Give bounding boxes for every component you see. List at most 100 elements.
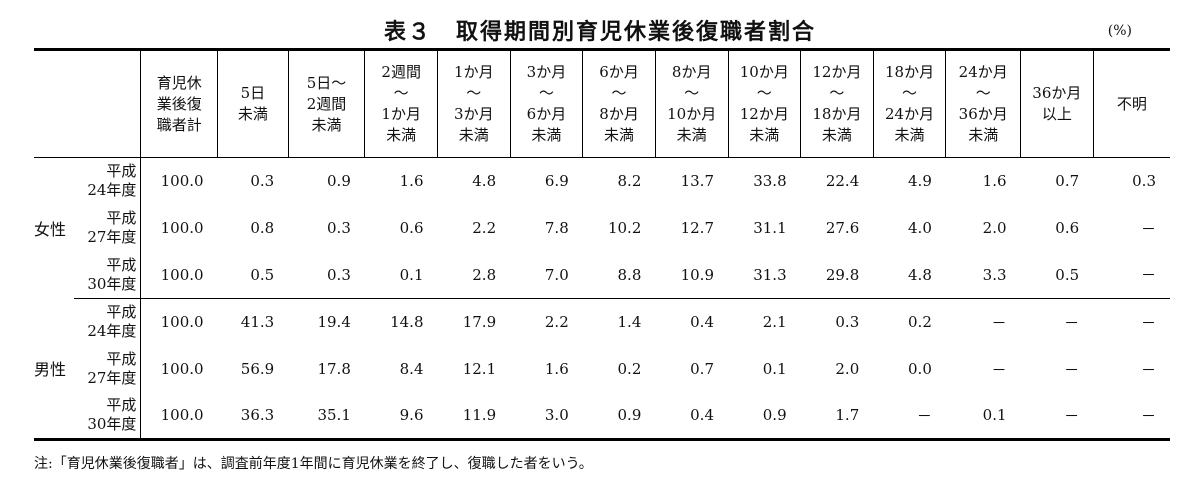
value-cell: 1.6 [399, 172, 424, 191]
value-cell: － [1140, 219, 1156, 238]
year-label-line: 27年度 [87, 369, 137, 387]
value-cell: 17.8 [317, 360, 351, 378]
column-header-line: 2週間 [381, 63, 421, 81]
value-cell: 11.9 [462, 406, 497, 425]
value-cell: 8.8 [582, 251, 656, 299]
column-header: 5日未満 [217, 49, 289, 158]
column-header: 6か月 ～ 8か月 未満 [582, 49, 656, 158]
value-cell: 1.7 [835, 406, 860, 425]
value-cell: 0.9 [327, 172, 351, 191]
sex-label: 女性 [34, 220, 67, 240]
column-header-line: 36か月 [958, 105, 1008, 123]
column-header-line: 6か月 [526, 105, 567, 123]
year-label: 平成 30年度 [74, 392, 142, 440]
column-header: 5日～ 2週間 未満 [288, 49, 366, 158]
table-row: 平成 30年度 100.0 0.5 0.3 0.1 2.8 7.0 8.8 10.9 31.3 29.… [34, 251, 1170, 299]
value-cell: 2.2 [472, 219, 497, 237]
table-row: 男性 平成 24年度 100.0 41.3 19.4 14.8 17.9 2.2 1.4 0.4 2.… [34, 298, 1170, 379]
column-header-line: 24か月 [885, 105, 935, 123]
value-cell: 100.0 [160, 219, 204, 237]
value-cell: 0.8 [250, 219, 275, 237]
value-cell: 0.9 [762, 406, 787, 425]
value-cell: 17.9 [462, 313, 497, 332]
column-header-line: 8か月 [671, 63, 712, 81]
column-header-line: 10か月 [739, 63, 789, 81]
value-cell: 0.7 [690, 360, 714, 378]
column-header-line: 未満 [237, 105, 268, 123]
value-cell: 2.0 [982, 219, 1007, 237]
value-cell: 2.1 [762, 313, 787, 332]
value-cell: 13.7 [680, 172, 714, 191]
value-cell: 0.3 [327, 219, 351, 237]
value-cell: 0.3 [1132, 172, 1156, 191]
value-cell: 2.8 [437, 251, 511, 299]
table-title: 表３ 取得期間別育児休業後復職者割合 [383, 20, 816, 45]
value-cell: 0.0 [908, 360, 932, 378]
column-header-line: 未満 [821, 126, 852, 144]
unit-label: (%) [1107, 23, 1132, 39]
column-header-line: 36か月 [1032, 84, 1082, 102]
value-cell: 4.0 [908, 219, 932, 237]
value-cell: 12.7 [680, 219, 714, 237]
column-header-line: ～ [902, 84, 918, 102]
column-header-line: 3か月 [526, 63, 567, 81]
column-header-line: 未満 [311, 115, 342, 134]
value-cell: 9.6 [399, 406, 424, 425]
value-cell: 2.2 [544, 313, 569, 332]
year-label-line: 平成 [106, 162, 137, 181]
column-header-line: 1か月 [381, 105, 421, 123]
column-header-line: 1か月 [454, 63, 494, 81]
value-cell: 0.1 [364, 251, 438, 299]
value-cell: 0.5 [1020, 251, 1094, 299]
value-cell: 2.0 [835, 360, 860, 378]
column-header-line: 2週間 [306, 94, 347, 113]
column-header-line: 未満 [749, 126, 780, 144]
column-header-line: 業後復 [156, 94, 202, 113]
column-header-line: ～ [684, 84, 700, 102]
year-label-line: 30年度 [87, 274, 137, 293]
column-header: 8か月 ～ 10か月 未満 [655, 49, 729, 158]
value-cell: 100.0 [160, 172, 204, 191]
value-cell: － [1064, 313, 1080, 332]
column-header: 36か月 以上 [1020, 49, 1094, 158]
value-cell: 0.1 [982, 406, 1007, 425]
value-cell: 6.9 [544, 172, 569, 191]
value-cell: － [1140, 406, 1156, 425]
value-cell: 31.3 [728, 251, 801, 299]
value-cell: 35.1 [317, 406, 351, 425]
value-cell: 8.4 [399, 360, 424, 378]
year-label-line: 平成 [106, 303, 137, 322]
value-cell: 0.6 [1055, 219, 1080, 237]
column-header-line: 5日 [240, 84, 266, 102]
column-header: 18か月 ～ 24か月 未満 [873, 49, 947, 158]
year-label-line: 平成 [106, 350, 137, 368]
column-header-line: 10か月 [667, 105, 717, 123]
year-label: 平成 24年度 [74, 298, 142, 346]
column-header-line: 育児休 [156, 73, 202, 92]
value-cell: 0.2 [617, 360, 642, 378]
value-cell: 56.9 [240, 360, 275, 378]
value-cell: － [991, 313, 1007, 332]
value-cell: 4.9 [908, 172, 932, 191]
sex-label: 男性 [34, 360, 67, 380]
table-row: 平成 27年度 100.0 56.9 17.8 8.4 12.1 1.6 0.2 0.7 0.1 2.… [34, 345, 1170, 393]
corner-cell [34, 49, 142, 158]
value-cell: 0.3 [288, 251, 365, 299]
value-cell: 7.8 [544, 219, 569, 237]
column-header: 不明 [1093, 49, 1170, 158]
year-label: 平成 27年度 [74, 204, 142, 252]
column-header-line: 未満 [604, 126, 635, 144]
value-cell: 0.6 [399, 219, 424, 237]
footnote: 注:「育児休業後復職者」は、調査前年度1年間に育児休業を終了し、復職した者をいう… [34, 456, 593, 472]
year-label: 平成 24年度 [74, 157, 142, 205]
year-label-line: 30年度 [87, 415, 137, 434]
value-cell: 0.4 [690, 313, 714, 332]
column-header-line: 24か月 [958, 63, 1008, 81]
value-cell: － [1064, 360, 1080, 379]
column-header: 10か月 ～ 12か月 未満 [728, 49, 802, 158]
value-cell: － [916, 406, 932, 425]
value-cell: 0.3 [250, 172, 275, 191]
value-cell: 10.9 [655, 251, 728, 299]
column-header: 1か月 ～ 3か月 未満 [437, 49, 511, 158]
year-label-line: 24年度 [87, 181, 137, 200]
